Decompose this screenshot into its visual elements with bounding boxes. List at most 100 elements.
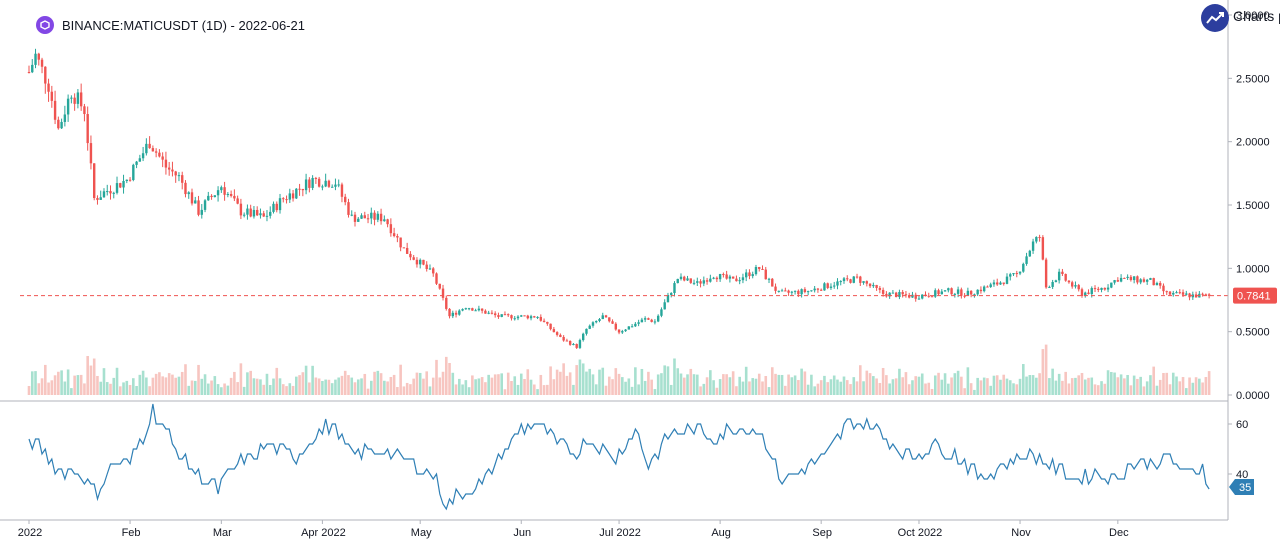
candle-body <box>272 203 275 212</box>
volume-bar <box>383 380 386 395</box>
candle-body <box>784 290 787 292</box>
candle-body <box>409 253 412 258</box>
candle-body <box>497 315 500 317</box>
candle-body <box>725 274 728 279</box>
rsi-line <box>28 403 1210 511</box>
volume-bar <box>370 380 373 395</box>
volume-bar <box>177 376 181 395</box>
candle-body <box>63 114 67 122</box>
volume-bar <box>787 374 790 395</box>
volume-bar <box>1051 368 1054 395</box>
candle-body <box>555 332 559 335</box>
candle-body <box>83 106 86 115</box>
volume-bar <box>588 368 592 395</box>
candle-body <box>702 280 706 284</box>
volume-bar <box>552 379 556 395</box>
brand-logo-icon[interactable] <box>1201 4 1229 32</box>
candle-body <box>510 315 513 319</box>
volume-bar <box>1162 372 1165 395</box>
volume-bar <box>1022 364 1025 395</box>
time-axis-label: Mar <box>213 527 232 539</box>
volume-bar <box>180 371 184 395</box>
volume-bar <box>585 371 588 395</box>
volume-bar <box>1181 377 1185 395</box>
candle-body <box>630 326 634 328</box>
candle-body <box>627 326 631 330</box>
candle-body <box>220 187 223 191</box>
volume-bar <box>34 371 37 395</box>
volume-bar <box>477 378 481 395</box>
volume-bar <box>943 373 947 395</box>
candle-body <box>523 315 526 317</box>
candle-body <box>660 309 663 316</box>
volume-bar <box>845 380 849 395</box>
volume-bar <box>682 377 686 395</box>
volume-bar <box>396 387 399 395</box>
brand-label[interactable]: Charts p <box>1233 8 1280 24</box>
volume-bar <box>171 374 174 395</box>
time-axis-label: May <box>411 527 432 539</box>
volume-bar <box>738 376 741 395</box>
volume-bar <box>236 382 239 395</box>
candle-body <box>373 212 376 220</box>
candle-body <box>37 53 40 60</box>
candle-body <box>559 334 562 337</box>
volume-bar <box>676 368 680 395</box>
candle-body <box>1201 293 1204 295</box>
candle-body <box>996 282 999 285</box>
candle-body <box>741 277 745 281</box>
volume-bar <box>624 381 627 395</box>
volume-bar <box>761 381 764 395</box>
volume-bar <box>542 385 546 395</box>
volume-bar <box>995 375 999 395</box>
volume-bar <box>249 370 252 395</box>
candle-body <box>1015 273 1018 275</box>
candle-body <box>1110 282 1113 288</box>
volume-bar <box>976 377 979 395</box>
volume-bar <box>158 372 161 395</box>
volume-bar <box>901 377 904 395</box>
candle-body <box>350 214 353 216</box>
volume-bar <box>516 384 520 395</box>
candle-body <box>1071 282 1074 287</box>
volume-bar <box>1171 372 1175 395</box>
volume-bar <box>337 377 340 395</box>
candle-body <box>454 312 458 315</box>
candle-body <box>663 302 666 310</box>
volume-bar <box>386 381 389 395</box>
candle-body <box>171 169 174 172</box>
candle-body <box>347 202 350 215</box>
volume-bar <box>164 377 168 395</box>
candle-body <box>1106 287 1110 290</box>
candle-body <box>562 336 565 341</box>
volume-bar <box>859 365 862 395</box>
volume-bar <box>611 379 614 395</box>
candle-body <box>549 323 552 330</box>
time-axis-label: Aug <box>711 527 731 539</box>
volume-bar <box>927 382 931 395</box>
candle-body <box>141 153 145 159</box>
volume-bar <box>441 371 445 395</box>
volume-bar <box>272 378 275 395</box>
candle-body <box>999 282 1002 285</box>
volume-bar <box>842 376 846 395</box>
volume-bar <box>914 376 918 395</box>
volume-bar <box>1129 385 1133 395</box>
axes: 3.0000 2.5000 2.0000 1.5000 1.0000 0.5000 0.00… <box>0 0 1270 539</box>
volume-bar <box>317 378 321 395</box>
candle-body <box>621 331 624 333</box>
volume-bar <box>259 379 262 395</box>
volume-bar <box>379 373 383 395</box>
candle-body <box>507 314 510 316</box>
volume-bar <box>513 376 517 395</box>
volume-bar <box>1005 378 1009 395</box>
volume-bar <box>1031 375 1035 395</box>
volume-bar <box>764 376 768 395</box>
candle-body <box>1168 291 1172 295</box>
volume-bar <box>141 370 145 395</box>
volume-bar <box>409 384 412 395</box>
volume-bar <box>1100 381 1103 395</box>
volume-bar <box>581 363 585 395</box>
candle-body <box>585 328 588 334</box>
volume-bar <box>1165 372 1169 395</box>
